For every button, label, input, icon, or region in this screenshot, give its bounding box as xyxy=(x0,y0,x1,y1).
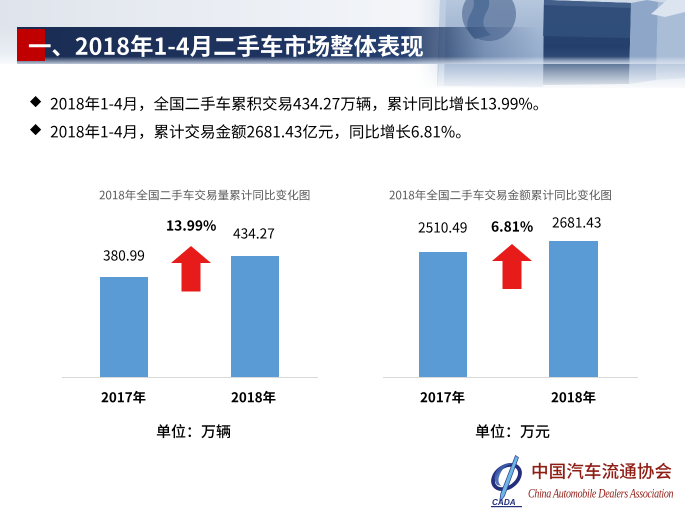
svg-text:CADA: CADA xyxy=(492,498,516,507)
